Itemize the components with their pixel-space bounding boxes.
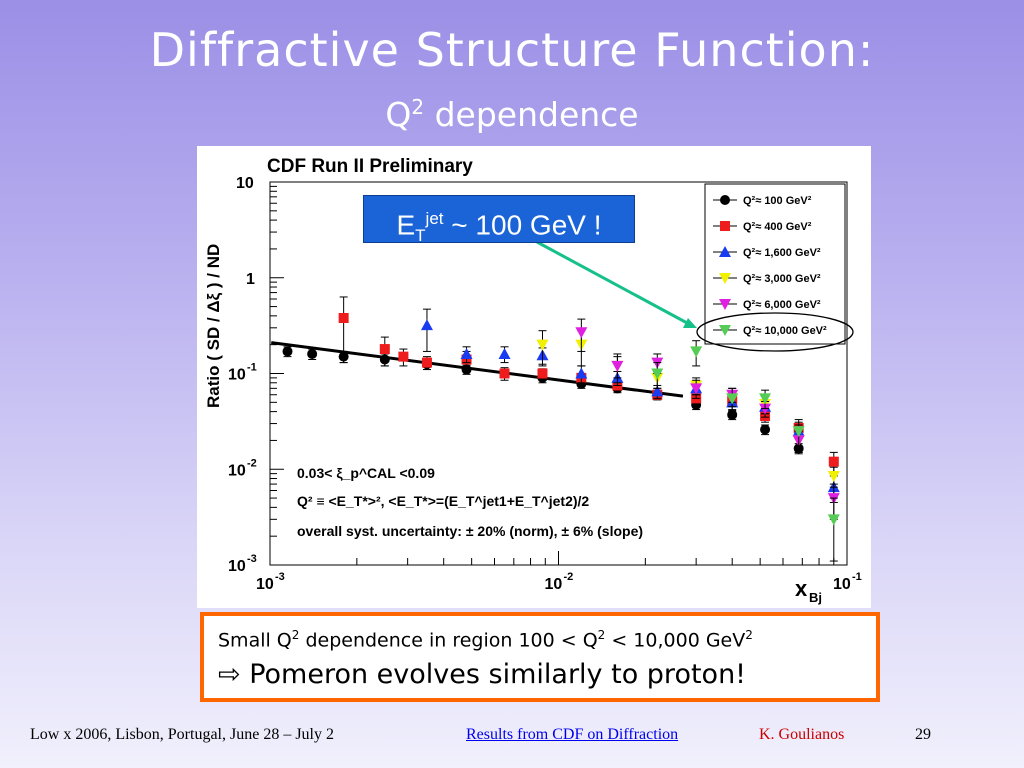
- data-point: [690, 383, 703, 395]
- legend-label: Q²≈ 3,000 GeV²: [743, 273, 821, 285]
- data-point: [398, 351, 409, 362]
- annotation-syst: overall syst. uncertainty: ± 20% (norm),…: [297, 523, 643, 539]
- data-point: [498, 347, 511, 359]
- data-point: [651, 385, 664, 397]
- summary-line1: Small Q2 dependence in region 100 < Q2 <…: [218, 622, 876, 653]
- summary-conclusion: Pomeron evolves similarly to proton!: [240, 659, 747, 691]
- legend-label: Q²≈ 6,000 GeV²: [743, 299, 821, 311]
- y-tick-label-exp: -1: [247, 362, 257, 374]
- data-point: [460, 347, 473, 359]
- y-tick-label: 1: [246, 271, 255, 288]
- summary-text-c: < 10,000 GeV: [605, 629, 746, 652]
- data-point: [759, 393, 772, 405]
- slide-title: Diffractive Structure Function:: [149, 23, 875, 77]
- summary-line2: ⇨ Pomeron evolves similarly to proton!: [218, 657, 876, 693]
- data-point: [575, 367, 588, 379]
- data-point: [651, 368, 664, 380]
- data-point: [719, 246, 731, 257]
- data-point: [379, 344, 390, 355]
- x-label-sub: Bj: [809, 590, 822, 605]
- callout-arrow-line: [536, 240, 690, 326]
- legend-label: Q²≈ 1,600 GeV²: [743, 247, 821, 259]
- data-point: [720, 195, 730, 205]
- slide-subtitle: Q2 dependence: [0, 86, 1024, 136]
- data-point: [420, 319, 433, 331]
- data-point: [338, 312, 349, 323]
- data-point: [720, 221, 730, 231]
- summary-sup3: 2: [745, 628, 753, 642]
- callout-base: E: [396, 209, 416, 241]
- legend-label: Q²≈ 10,000 GeV²: [743, 325, 827, 337]
- data-point: [727, 409, 738, 420]
- data-point: [827, 514, 840, 526]
- footer-page-number: 29: [915, 726, 931, 743]
- x-tick-label: 10: [833, 576, 851, 593]
- chart-svg: CDF Run II Preliminary Ratio ( SD / Δξ )…: [204, 156, 862, 605]
- footer-link[interactable]: Results from CDF on Diffraction: [466, 726, 679, 743]
- y-tick-label-exp: -2: [247, 457, 257, 469]
- annotation-q2-def: Q² ≡ <E_T*>², <E_T*>=(E_T^jet1+E_T^jet2)…: [297, 493, 589, 509]
- footer-author: K. Goulianos: [759, 726, 845, 743]
- legend-highlight-ring: [696, 312, 854, 352]
- y-tick-label-exp: -3: [247, 553, 257, 565]
- footer-conference: Low x 2006, Lisbon, Portugal, June 28 – …: [30, 726, 334, 743]
- data-point: [421, 357, 432, 368]
- subtitle-rest: dependence: [424, 95, 639, 134]
- data-point: [719, 299, 731, 310]
- y-tick-label: 10: [228, 462, 246, 479]
- x-tick-label-exp: -1: [852, 571, 862, 583]
- data-point: [719, 273, 731, 284]
- legend-frame: [704, 183, 846, 345]
- data-point: [726, 393, 739, 405]
- callout-rest: ~ 100 GeV !: [443, 209, 602, 241]
- callout-sub: T: [415, 225, 426, 245]
- data-point: [760, 424, 771, 435]
- data-point: [690, 346, 703, 358]
- subtitle-q: Q: [385, 95, 412, 134]
- callout-sup: jet: [425, 209, 444, 228]
- legend-label: Q²≈ 100 GeV²: [743, 195, 812, 207]
- summary-inner: Small Q2 dependence in region 100 < Q2 <…: [204, 616, 876, 698]
- x-tick-label-exp: -3: [275, 571, 285, 583]
- summary-sup2: 2: [597, 628, 606, 642]
- x-tick-label: 10: [256, 576, 274, 593]
- annotation-block: 0.03< ξ_p^CAL <0.09 Q² ≡ <E_T*>², <E_T*>…: [297, 465, 643, 539]
- data-point: [719, 325, 731, 336]
- data-point: [828, 456, 839, 467]
- callout-box: ETjet ~ 100 GeV !: [363, 195, 635, 245]
- subtitle-sup: 2: [411, 95, 425, 119]
- x-tick-label: 10: [545, 576, 563, 593]
- annotation-xi-range: 0.03< ξ_p^CAL <0.09: [297, 465, 435, 481]
- data-point: [536, 339, 549, 351]
- data-point: [282, 346, 293, 357]
- y-tick-label: 10: [236, 175, 254, 192]
- arrow-icon: ⇨: [218, 659, 241, 691]
- data-point: [575, 327, 588, 339]
- x-axis-label: x Bj: [795, 576, 822, 605]
- legend: Q²≈ 100 GeV² Q²≈ 400 GeV² Q²≈ 1,600 GeV² Q²…: [696, 183, 854, 352]
- y-axis-label: Ratio ( SD / Δξ ) / ND: [204, 244, 223, 408]
- y-tick-label: 10: [228, 558, 246, 575]
- callout-arrow-head: [683, 318, 697, 328]
- summary-box: Small Q2 dependence in region 100 < Q2 <…: [200, 612, 880, 702]
- data-point: [307, 348, 318, 359]
- data-point: [537, 368, 548, 379]
- legend-label: Q²≈ 400 GeV²: [743, 221, 812, 233]
- data-point: [499, 368, 510, 379]
- data-point: [827, 471, 840, 483]
- data-point: [611, 360, 624, 372]
- y-tick-label: 10: [228, 367, 246, 384]
- summary-text-a: Small Q: [218, 629, 292, 652]
- x-tick-label-exp: -2: [564, 571, 574, 583]
- chart-marks: [271, 296, 840, 562]
- x-label-main: x: [795, 576, 808, 601]
- chart-title: CDF Run II Preliminary: [267, 156, 473, 177]
- data-point: [792, 426, 805, 438]
- summary-text-b: dependence in region 100 < Q: [299, 629, 598, 652]
- summary-sup1: 2: [291, 628, 300, 642]
